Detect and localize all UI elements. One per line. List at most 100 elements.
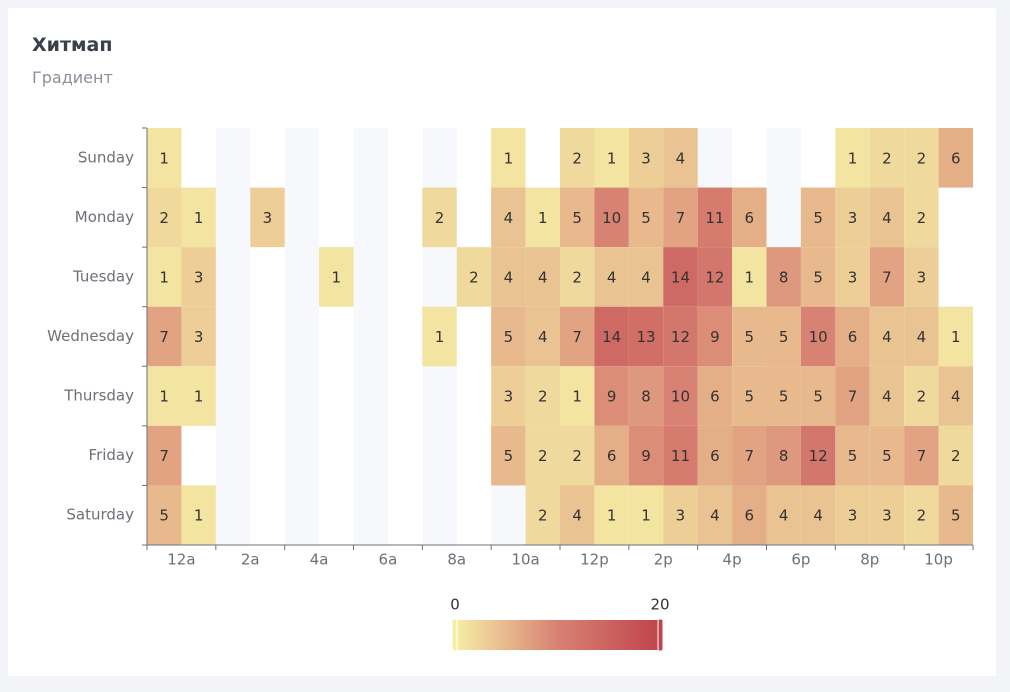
- heat-cell: [147, 425, 182, 486]
- heat-cell: [560, 187, 595, 248]
- cell-label: 7: [917, 447, 927, 465]
- heat-cell: [663, 306, 698, 367]
- heat-cell: [835, 366, 870, 426]
- cell-label: 5: [779, 328, 789, 346]
- heat-cell: [319, 247, 354, 307]
- cell-label: 5: [779, 388, 789, 406]
- cell-label: 4: [538, 268, 548, 286]
- cell-label: 1: [159, 268, 169, 286]
- cell-label: 2: [538, 447, 548, 465]
- heat-cell: [766, 247, 801, 307]
- cell-label: 5: [813, 388, 823, 406]
- cell-label: 5: [504, 447, 514, 465]
- cell-label: 1: [332, 268, 342, 286]
- cell-label: 2: [538, 507, 548, 525]
- cell-label: 1: [607, 507, 617, 525]
- y-tick-label: Wednesday: [47, 327, 134, 345]
- heat-cell: [663, 247, 698, 307]
- heat-cell: [732, 306, 767, 367]
- heat-cell: [628, 485, 664, 545]
- cell-label: 4: [882, 388, 892, 406]
- heat-cell: [904, 366, 939, 426]
- heat-cell: [147, 485, 182, 545]
- cell-label: 6: [745, 209, 755, 227]
- x-tick-label: 6a: [379, 551, 398, 569]
- heat-cell: [869, 128, 905, 188]
- cell-label: 6: [710, 388, 720, 406]
- y-tick-label: Friday: [89, 446, 135, 464]
- cell-label: 1: [572, 388, 582, 406]
- cell-label: 3: [263, 209, 273, 227]
- heat-cell: [938, 366, 973, 426]
- y-tick-label: Saturday: [66, 506, 134, 524]
- x-tick-label: 12p: [580, 551, 609, 569]
- y-tick-label: Monday: [75, 208, 134, 226]
- cell-label: 4: [538, 328, 548, 346]
- cell-label: 4: [710, 507, 720, 525]
- cell-label: 5: [882, 447, 892, 465]
- heat-cell: [663, 128, 698, 188]
- cell-label: 2: [951, 447, 961, 465]
- cell-label: 1: [159, 388, 169, 406]
- heat-cell: [835, 247, 870, 307]
- heat-cell: [525, 247, 560, 307]
- cell-label: 2: [435, 209, 445, 227]
- cell-label: 5: [745, 388, 755, 406]
- cell-label: 12: [809, 447, 828, 465]
- heat-cell: [732, 425, 767, 486]
- heat-cell: [250, 187, 285, 248]
- split-area: [353, 128, 388, 545]
- heat-cell: [525, 306, 560, 367]
- cell-label: 9: [710, 328, 720, 346]
- cell-label: 3: [848, 209, 858, 227]
- heat-cell: [560, 247, 595, 307]
- heat-cell: [835, 306, 870, 367]
- cell-label: 8: [779, 447, 789, 465]
- cell-label: 5: [504, 328, 514, 346]
- heat-cell: [491, 128, 526, 188]
- heat-cell: [456, 247, 492, 307]
- heat-cell: [732, 247, 767, 307]
- visual-map-bar: [455, 620, 660, 650]
- visual-map-max-label: 20: [650, 596, 669, 614]
- heat-cell: [628, 306, 664, 367]
- heat-cell: [147, 247, 182, 307]
- heat-cell: [732, 187, 767, 248]
- cell-label: 7: [159, 328, 169, 346]
- cell-label: 5: [745, 328, 755, 346]
- cell-label: 6: [745, 507, 755, 525]
- cell-label: 2: [469, 268, 479, 286]
- heat-cell: [663, 187, 698, 248]
- heat-cell: [594, 366, 629, 426]
- heat-cell: [594, 247, 629, 307]
- cell-label: 4: [641, 268, 651, 286]
- heat-cell: [697, 485, 733, 545]
- heat-cell: [697, 247, 733, 307]
- cell-label: 11: [705, 209, 724, 227]
- heat-cell: [697, 306, 733, 367]
- x-tick-label: 4p: [723, 551, 742, 569]
- heat-cell: [560, 366, 595, 426]
- cell-label: 7: [572, 328, 582, 346]
- cell-label: 4: [882, 209, 892, 227]
- heat-cell: [800, 366, 836, 426]
- cell-label: 5: [641, 209, 651, 227]
- heat-cell: [904, 306, 939, 367]
- heat-cell: [422, 187, 457, 248]
- heat-cell: [594, 485, 629, 545]
- visual-map-handle: [657, 618, 664, 652]
- y-tick-label: Sunday: [78, 148, 134, 166]
- heat-cell: [766, 366, 801, 426]
- cell-label: 4: [504, 268, 514, 286]
- chart-title: Хитмап: [32, 34, 113, 56]
- heat-cell: [663, 485, 698, 545]
- cell-label: 1: [504, 149, 514, 167]
- heat-cell: [560, 128, 595, 188]
- cell-label: 10: [671, 388, 690, 406]
- x-tick-label: 10a: [511, 551, 539, 569]
- heat-cell: [181, 366, 216, 426]
- cell-label: 2: [917, 209, 927, 227]
- cell-label: 4: [951, 388, 961, 406]
- heat-cell: [766, 425, 801, 486]
